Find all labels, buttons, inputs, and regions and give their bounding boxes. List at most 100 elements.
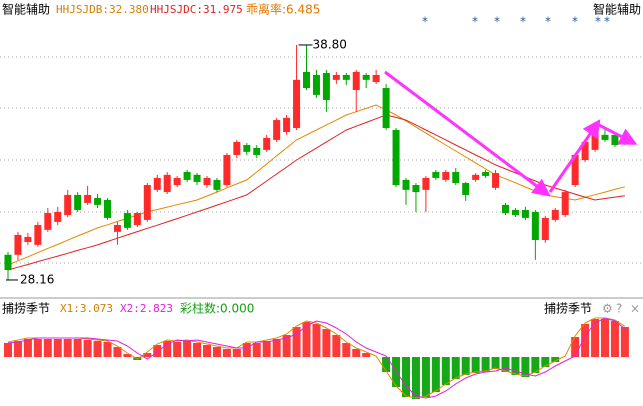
candle-body: [312, 75, 320, 95]
indicator-line: [7, 114, 625, 271]
signal-star: *: [572, 15, 578, 29]
candle-body: [133, 213, 141, 225]
histogram-bar: [292, 327, 301, 357]
candle-body: [352, 71, 360, 91]
candle-body: [402, 179, 410, 190]
candle-body: [531, 211, 539, 240]
indicator-line: [7, 104, 626, 266]
histogram-bar: [232, 349, 241, 357]
signal-star: *: [545, 15, 551, 29]
settings-icon[interactable]: ⚙: [602, 302, 613, 316]
histogram-bar: [123, 354, 132, 357]
histogram-bar: [322, 329, 331, 357]
histogram-bar: [143, 353, 152, 357]
histogram-bar: [282, 335, 291, 357]
help-icon[interactable]: ?: [616, 302, 622, 316]
candle-body: [203, 177, 211, 185]
candle-body: [332, 75, 340, 80]
legend-item: X2:2.823: [120, 302, 173, 315]
histogram-bar: [411, 357, 420, 399]
indicator-line: [7, 317, 626, 399]
histogram-bar: [83, 340, 92, 357]
histogram-bar: [103, 342, 112, 357]
candle-body: [342, 75, 350, 80]
histogram-bar: [312, 324, 321, 357]
histogram-bar: [222, 349, 231, 357]
histogram-bar: [461, 357, 470, 375]
histogram-bar: [571, 337, 580, 357]
candle-body: [253, 147, 261, 155]
candle-body: [113, 224, 121, 232]
candle-body: [223, 154, 231, 185]
candle-body: [14, 234, 22, 255]
histogram-bar: [541, 357, 550, 367]
histogram-bar: [610, 321, 619, 357]
candle-body: [482, 171, 490, 176]
histogram-bar: [212, 347, 221, 357]
candle-body: [581, 141, 589, 161]
candle-body: [571, 154, 579, 185]
high-label: 38.80: [313, 37, 347, 51]
candle-body: [432, 171, 440, 178]
histogram-bar: [481, 357, 490, 372]
histogram-bar: [511, 357, 520, 375]
candle-body: [4, 254, 12, 271]
candle-body: [233, 141, 241, 155]
candle-body: [322, 73, 330, 100]
candle-body: [193, 174, 201, 182]
trend-arrow: [384, 70, 551, 197]
candle-body: [442, 171, 450, 180]
histogram-bar: [441, 357, 450, 385]
histogram-bar: [272, 339, 281, 357]
histogram-bar: [33, 339, 42, 357]
histogram-bar: [421, 357, 430, 397]
indicator-line: [7, 317, 626, 399]
candle-body: [412, 185, 420, 193]
candle-body: [283, 117, 291, 132]
candle-body: [213, 179, 221, 190]
candle-body: [382, 88, 390, 129]
trend-arrow: [548, 119, 601, 193]
candle-body: [372, 75, 380, 83]
close-icon[interactable]: ×: [630, 302, 640, 316]
candle-body: [422, 177, 430, 190]
panel-title-right: 捕捞季节: [544, 301, 592, 316]
candle-body: [143, 185, 151, 220]
candle-body: [502, 204, 509, 214]
candle-body: [611, 134, 619, 146]
candle-body: [273, 120, 281, 140]
candle-body: [293, 79, 301, 129]
histogram-bar: [4, 343, 12, 357]
candle-body: [163, 174, 171, 193]
candle-body: [392, 130, 400, 185]
histogram-bar: [242, 343, 251, 357]
histogram-bar: [13, 341, 22, 357]
candle-body: [44, 213, 52, 230]
histogram-bar: [352, 349, 361, 357]
histogram-bar: [252, 343, 261, 357]
signal-star: *: [494, 15, 500, 29]
candle-body: [551, 209, 559, 220]
histogram-bar: [501, 357, 510, 372]
histogram-bar: [63, 339, 72, 357]
histogram-bar: [163, 341, 172, 357]
candle-body: [561, 192, 569, 216]
candle-body: [362, 75, 370, 80]
panel-title: 捕捞季节: [2, 301, 50, 316]
candle-body: [54, 211, 62, 222]
candle-body: [84, 194, 92, 203]
histogram-bar: [73, 339, 82, 357]
signal-star: *: [595, 15, 601, 29]
histogram-bar: [203, 345, 211, 357]
histogram-bar: [153, 345, 162, 357]
histogram-bar: [302, 322, 311, 357]
legend-item: X1:3.073: [60, 302, 113, 315]
histogram-bar: [471, 357, 480, 373]
candle-body: [521, 209, 529, 218]
candle-body: [94, 198, 102, 205]
candle-body: [472, 174, 480, 180]
candle-body: [24, 236, 32, 242]
candle-body: [123, 213, 131, 228]
candle-body: [64, 194, 72, 216]
histogram-bar: [451, 357, 460, 379]
